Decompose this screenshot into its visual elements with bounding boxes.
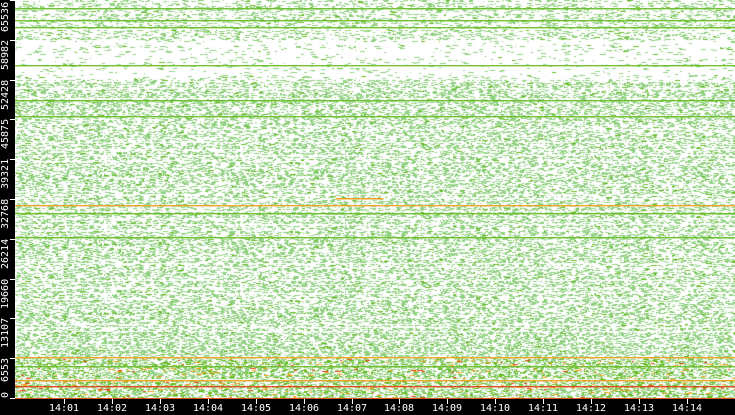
- y-tick: [10, 119, 15, 120]
- x-tick-label: 14:05: [240, 403, 272, 414]
- persistent-port-lines: [15, 8, 735, 399]
- port-line-31780: [15, 205, 735, 207]
- port-line-30463: [15, 213, 735, 215]
- y-tick-label: 52428: [0, 79, 11, 110]
- x-tick: [591, 399, 592, 404]
- y-tick-label: 58982: [0, 39, 11, 70]
- x-tick-label: 14:07: [336, 403, 368, 414]
- port-line-6751: [15, 357, 735, 359]
- port-line-49068: [15, 100, 735, 102]
- x-tick-label: 14:04: [192, 403, 224, 414]
- x-tick: [304, 399, 305, 404]
- x-tick-label: 14:13: [623, 403, 655, 414]
- plot-area: [15, 0, 735, 399]
- y-tick-label: 26214: [0, 238, 11, 269]
- x-tick-label: 14:11: [527, 403, 559, 414]
- x-tick-label: 14:08: [383, 403, 415, 414]
- port-line-61090: [15, 27, 735, 29]
- y-tick-label: 39321: [0, 159, 11, 190]
- port-line-0: [15, 398, 735, 399]
- x-tick: [495, 399, 496, 404]
- port-line-64218: [15, 8, 735, 10]
- y-tick-label: 65536: [0, 1, 11, 32]
- y-tick-label: 13107: [0, 318, 11, 349]
- port-line-5269: [15, 366, 735, 368]
- y-tick-label: 19660: [0, 278, 11, 309]
- y-tick: [10, 358, 15, 359]
- x-tick-label: 14:10: [479, 403, 511, 414]
- y-tick: [10, 40, 15, 41]
- x-tick: [64, 399, 65, 404]
- y-tick: [10, 239, 15, 240]
- x-tick: [208, 399, 209, 404]
- x-tick: [447, 399, 448, 404]
- x-tick-label: 14:01: [48, 403, 80, 414]
- y-tick: [10, 80, 15, 81]
- x-tick-label: 14:03: [144, 403, 176, 414]
- port-line-46434: [15, 116, 735, 118]
- x-tick-label: 14:09: [431, 403, 463, 414]
- y-tick-label: 45875: [0, 119, 11, 150]
- x-tick-label: 14:12: [575, 403, 607, 414]
- x-tick: [256, 399, 257, 404]
- x-tick-label: 14:14: [671, 403, 703, 414]
- y-tick: [10, 318, 15, 319]
- x-tick: [687, 399, 688, 404]
- y-tick-label: 6553: [0, 358, 11, 383]
- x-tick: [352, 399, 353, 404]
- port-line-26511: [15, 237, 735, 239]
- y-tick: [10, 279, 15, 280]
- port-line-1976: [15, 386, 735, 388]
- x-tick: [112, 399, 113, 404]
- burst-segment: [335, 198, 384, 200]
- port-line-62242: [15, 20, 735, 22]
- x-tick-label: 14:02: [96, 403, 128, 414]
- y-tick: [10, 398, 15, 399]
- x-tick-label: 14:06: [288, 403, 320, 414]
- port-line-54832: [15, 65, 735, 67]
- port-line-2964: [15, 380, 735, 382]
- x-tick: [639, 399, 640, 404]
- y-tick-label: 0: [0, 391, 11, 398]
- y-tick: [10, 159, 15, 160]
- x-tick: [399, 399, 400, 404]
- y-tick-label: 32768: [0, 198, 11, 229]
- x-tick: [543, 399, 544, 404]
- y-tick: [10, 0, 15, 1]
- y-tick: [10, 199, 15, 200]
- x-tick: [160, 399, 161, 404]
